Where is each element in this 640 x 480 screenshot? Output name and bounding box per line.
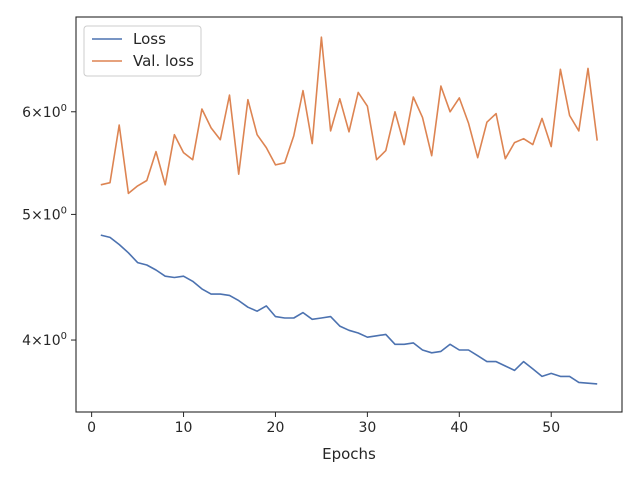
legend: Loss Val. loss: [83, 25, 202, 77]
plot-area: [75, 16, 623, 413]
legend-label-val-loss: Val. loss: [133, 52, 194, 70]
y-tick-label: 5×100: [22, 205, 67, 223]
x-axis-label: Epochs: [322, 445, 376, 463]
x-tick-label: 0: [87, 420, 96, 436]
x-tick-label: 50: [542, 420, 560, 436]
series-lines: [100, 36, 598, 385]
y-tick-label: 6×100: [22, 103, 67, 121]
series-line-val-loss: [100, 36, 598, 195]
x-tick-label: 40: [450, 420, 468, 436]
legend-label-loss: Loss: [133, 30, 166, 48]
series-line-loss: [100, 234, 598, 385]
x-tick-label: 30: [358, 420, 376, 436]
x-axis: 0 10 20 30 40 50: [87, 412, 560, 436]
x-tick-label: 20: [267, 420, 285, 436]
y-axis: 4×100 5×100 6×100: [22, 103, 76, 349]
y-tick-label: 4×100: [22, 331, 67, 349]
x-tick-label: 10: [175, 420, 193, 436]
